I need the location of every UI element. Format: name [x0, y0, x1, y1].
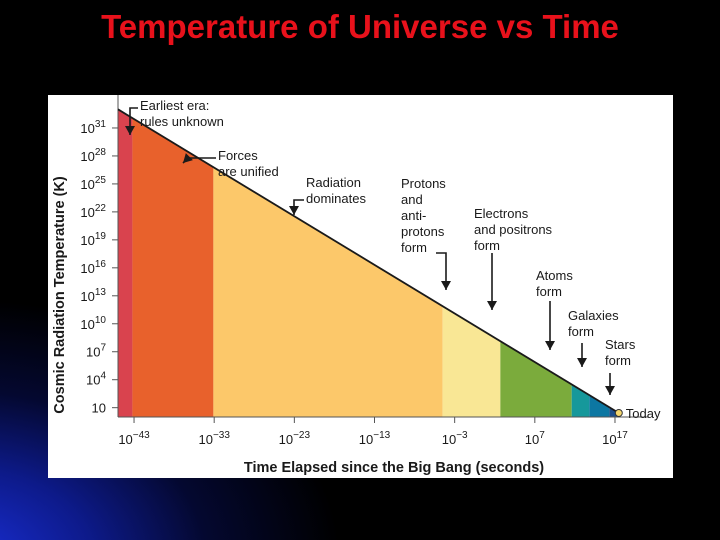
annotation-arrowhead-1: [125, 126, 135, 135]
era-band-1: [118, 109, 133, 417]
annotation-arrowhead-7: [577, 358, 587, 367]
y-tick-label-9: 1025: [80, 175, 106, 192]
x-tick-label-7: 1017: [602, 430, 628, 447]
y-axis-label: Cosmic Radiation Temperature (K): [52, 176, 68, 414]
y-tick-label-8: 1022: [80, 203, 106, 220]
annotation-2: Forces are unified: [218, 148, 279, 179]
annotation-arrowhead-6: [545, 341, 555, 350]
x-tick-label-3: 10−23: [279, 430, 311, 447]
axes: [112, 95, 648, 423]
y-tick-label-7: 1019: [80, 231, 106, 248]
tick-labels: 10−43 10−33 10−23 10−13 10−3 107 1017 10 104 107 1…: [80, 119, 628, 447]
x-tick-label-1: 10−43: [118, 430, 150, 447]
annotation-8: Stars form: [605, 337, 636, 368]
annotation-arrowhead-4: [441, 281, 451, 290]
annotations: Earliest era: rules unknown Forces are unif…: [125, 98, 636, 395]
y-tick-label-2: 104: [86, 371, 106, 388]
chart-panel: Today 10−43 10−33 10−23 10−13 10−3 107 1017 10 1…: [48, 95, 673, 478]
annotation-5: Electrons and positrons form: [474, 206, 553, 253]
y-tick-label-11: 1031: [80, 119, 106, 136]
y-tick-label-1: 10: [92, 401, 106, 416]
temperature-line: [117, 108, 620, 414]
annotation-arrow-4: [436, 252, 447, 290]
today-label: Today: [626, 406, 661, 421]
y-tick-label-3: 107: [86, 343, 106, 360]
annotation-arrowhead-5: [487, 301, 497, 310]
annotation-arrowhead-8: [605, 386, 615, 395]
era-band-3: [213, 167, 443, 417]
temperature-curve: Today: [117, 108, 661, 421]
x-tick-label-5: 10−3: [442, 430, 468, 447]
x-tick-label-2: 10−33: [198, 430, 230, 447]
y-tick-label-6: 1016: [80, 259, 106, 276]
x-tick-label-4: 10−13: [359, 430, 391, 447]
annotation-7: Galaxies form: [568, 308, 619, 339]
y-tick-label-10: 1028: [80, 147, 106, 164]
era-band-4: [442, 306, 501, 417]
annotation-arrowhead-3: [289, 206, 299, 215]
annotation-3: Radiation dominates: [306, 175, 366, 206]
era-band-5: [500, 341, 572, 417]
annotation-4: Protons and anti-protons form: [401, 176, 446, 255]
era-bands: [118, 109, 619, 417]
annotation-6: Atoms form: [536, 268, 573, 299]
slide-title: Temperature of Universe vs Time: [101, 8, 619, 45]
annotation-arrowhead-2: [183, 153, 193, 163]
today-marker: [614, 408, 623, 417]
chart-svg: Today 10−43 10−33 10−23 10−13 10−3 107 1017101…: [52, 95, 661, 476]
y-tick-label-4: 1010: [80, 315, 106, 332]
era-band-2: [132, 118, 214, 417]
y-tick-label-5: 1013: [80, 287, 106, 304]
x-axis-label: Time Elapsed since the Big Bang (seconds…: [244, 460, 544, 476]
annotation-1: Earliest era: rules unknown: [140, 98, 224, 129]
x-tick-label-6: 107: [525, 430, 545, 447]
era-band-7: [589, 395, 610, 417]
